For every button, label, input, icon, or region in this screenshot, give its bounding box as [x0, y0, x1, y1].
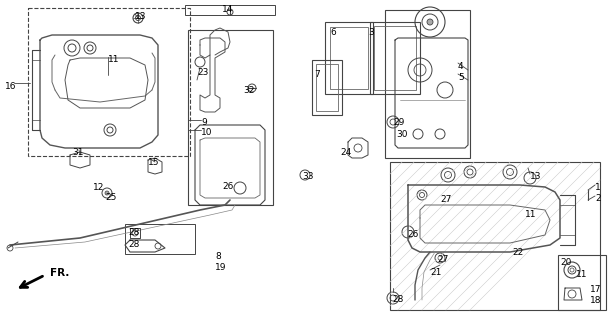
Text: 27: 27 — [440, 195, 451, 204]
Text: 12: 12 — [93, 183, 104, 192]
Bar — [185, 5, 275, 15]
Bar — [330, 27, 368, 89]
Text: 2: 2 — [595, 194, 601, 203]
Text: 11: 11 — [108, 55, 120, 64]
Text: 26: 26 — [222, 182, 234, 191]
Text: 17: 17 — [590, 285, 601, 294]
Text: 24: 24 — [340, 148, 351, 157]
Bar — [312, 60, 342, 115]
Text: 32: 32 — [243, 86, 254, 95]
Text: 22: 22 — [512, 248, 523, 257]
Text: 31: 31 — [72, 148, 84, 157]
Text: 18: 18 — [590, 296, 601, 305]
Text: 15: 15 — [148, 158, 159, 167]
Text: 6: 6 — [330, 28, 336, 37]
Bar — [370, 22, 420, 94]
Bar — [325, 22, 373, 94]
Bar — [558, 255, 606, 310]
Text: 4: 4 — [458, 62, 464, 71]
Bar — [390, 162, 600, 310]
Text: 25: 25 — [105, 193, 117, 202]
Text: 19: 19 — [215, 263, 226, 272]
Text: 21: 21 — [430, 268, 442, 277]
Text: 5: 5 — [458, 73, 464, 82]
Bar — [28, 8, 190, 156]
Bar — [125, 224, 195, 254]
Text: FR.: FR. — [50, 268, 70, 278]
Text: 1: 1 — [595, 183, 601, 192]
Text: 30: 30 — [396, 130, 407, 139]
Text: 29: 29 — [393, 118, 404, 127]
Text: 28: 28 — [128, 228, 139, 237]
Bar — [316, 64, 338, 111]
Text: 14: 14 — [222, 5, 234, 14]
Circle shape — [427, 19, 433, 25]
Text: 3: 3 — [368, 28, 374, 37]
Text: 23: 23 — [197, 68, 209, 77]
Text: 26: 26 — [407, 230, 418, 239]
Bar — [385, 10, 470, 158]
Text: 13: 13 — [530, 172, 542, 181]
Text: 16: 16 — [5, 82, 16, 91]
Text: 20: 20 — [560, 258, 572, 267]
Text: 28: 28 — [392, 295, 403, 304]
Text: 33: 33 — [302, 172, 314, 181]
Text: 7: 7 — [314, 70, 320, 79]
Bar — [188, 30, 273, 205]
Text: 10: 10 — [201, 128, 212, 137]
Text: 11: 11 — [576, 270, 587, 279]
Text: 13: 13 — [135, 12, 146, 21]
Text: 8: 8 — [215, 252, 221, 261]
Circle shape — [105, 191, 109, 195]
Text: 27: 27 — [437, 255, 448, 264]
Text: 11: 11 — [525, 210, 537, 219]
Text: 9: 9 — [201, 118, 207, 127]
Bar — [374, 26, 416, 90]
Text: 28: 28 — [128, 240, 139, 249]
